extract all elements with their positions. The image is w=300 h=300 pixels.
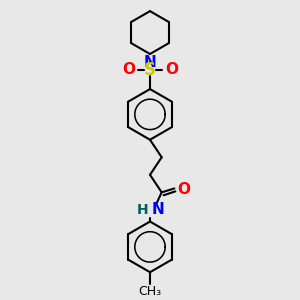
Text: CH₃: CH₃	[138, 285, 162, 298]
Text: N: N	[144, 55, 156, 70]
Text: H: H	[136, 203, 148, 217]
Text: O: O	[122, 62, 135, 77]
Text: O: O	[165, 62, 178, 77]
Text: S: S	[144, 61, 156, 79]
Text: O: O	[178, 182, 190, 197]
Text: N: N	[152, 202, 165, 217]
